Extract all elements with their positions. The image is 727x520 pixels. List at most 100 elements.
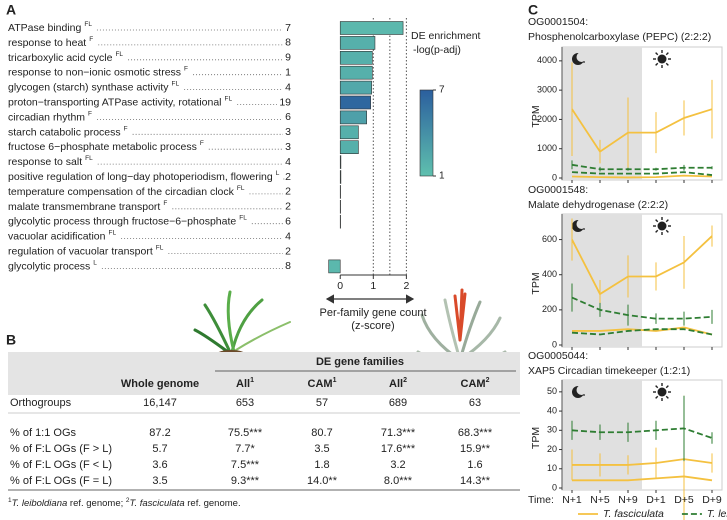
go-term-label: positive regulation of long−day photoper… bbox=[8, 170, 280, 183]
plant-left bbox=[193, 290, 291, 358]
table-cell: 75.5*** bbox=[228, 427, 263, 439]
go-term-source: FL bbox=[115, 51, 123, 58]
y-tick-label: 30 bbox=[547, 425, 557, 435]
go-term-source: F bbox=[200, 140, 204, 147]
sun-ray bbox=[655, 395, 659, 399]
table-cell: 7.5*** bbox=[231, 459, 260, 471]
y-tick-label: 200 bbox=[542, 304, 557, 314]
column-header-text: CAM bbox=[461, 378, 486, 390]
night-shading bbox=[562, 380, 642, 490]
table-cell: 68.3*** bbox=[458, 427, 493, 439]
go-term-source: FL bbox=[239, 214, 247, 221]
go-term-name: ATPase binding bbox=[8, 22, 82, 34]
column-header-text: CAM bbox=[308, 378, 333, 390]
go-term-source: FL bbox=[171, 80, 179, 87]
go-term-name: regulation of vacuolar transport bbox=[8, 245, 153, 257]
bar bbox=[339, 125, 359, 140]
go-term-label: starch catabolic process F bbox=[8, 125, 128, 138]
gene-count: 8 bbox=[285, 37, 291, 49]
colorbar-title: DE enrichment bbox=[411, 30, 481, 42]
y-tick-label: 10 bbox=[547, 463, 557, 473]
go-term-name: response to non−ionic osmotic stress bbox=[8, 66, 181, 78]
gene-count: 3 bbox=[285, 126, 291, 138]
x-tick-label: 1 bbox=[370, 280, 376, 292]
bar bbox=[339, 80, 372, 95]
go-term-source: F bbox=[88, 110, 92, 117]
gene-count: 6 bbox=[285, 215, 291, 227]
panel-label: C bbox=[528, 2, 538, 18]
go-term-name: malate transmembrane transport bbox=[8, 201, 160, 213]
night-icon bbox=[572, 52, 587, 65]
go-term-label: fructose 6−phosphate metabolic process F bbox=[8, 140, 204, 153]
gene-count: 4 bbox=[285, 156, 291, 168]
table-cell: 8.0*** bbox=[384, 475, 413, 487]
footnote-part: ref. genome; bbox=[67, 498, 126, 509]
y-axis-label: TPM bbox=[530, 272, 542, 294]
series-line bbox=[571, 328, 713, 336]
series-line bbox=[571, 427, 713, 439]
series-line bbox=[571, 108, 713, 153]
row-label: Orthogroups bbox=[10, 397, 72, 409]
go-term-source: FL bbox=[84, 21, 92, 28]
x-axis-label: Per-family gene count (z-score) bbox=[319, 307, 427, 332]
go-term-label: response to non−ionic osmotic stress F bbox=[8, 65, 188, 78]
chart-subtitle: Malate dehydrogenase (2:2:2) bbox=[528, 199, 668, 211]
group-header: DE gene families bbox=[316, 356, 404, 368]
sun-ray bbox=[655, 52, 659, 56]
column-header-text: All bbox=[389, 378, 403, 390]
night-icon bbox=[572, 385, 587, 398]
column-header: All2 bbox=[389, 377, 407, 390]
moon-cut bbox=[576, 385, 587, 395]
go-term-name: response to heat bbox=[8, 37, 86, 49]
go-term-source: L bbox=[93, 259, 97, 266]
go-term-source: F bbox=[184, 65, 188, 72]
go-term-source: FL bbox=[156, 244, 164, 251]
table-cell: 3.5 bbox=[152, 475, 167, 487]
x-tick-label: D+5 bbox=[674, 494, 694, 506]
bar bbox=[339, 95, 371, 110]
go-term-label: tricarboxylic acid cycle FL bbox=[8, 51, 123, 64]
column-header: All1 bbox=[236, 377, 254, 390]
footnote: 1T. leiboldiana ref. genome; 2T. fascicu… bbox=[8, 497, 241, 509]
table-cell: 1.8 bbox=[314, 459, 329, 471]
footnote-part: T. leiboldiana bbox=[12, 498, 68, 509]
table-cell: 71.3*** bbox=[381, 427, 416, 439]
bar bbox=[328, 259, 341, 274]
y-tick-label: 3000 bbox=[537, 85, 557, 95]
go-term-source: F bbox=[89, 36, 93, 43]
gene-count: 2 bbox=[285, 245, 291, 257]
go-term-name: response to salt bbox=[8, 156, 82, 168]
y-tick-label: 600 bbox=[542, 234, 557, 244]
bar bbox=[339, 140, 359, 154]
table-cell: 57 bbox=[316, 397, 328, 409]
footnote-part: 2 bbox=[126, 497, 130, 504]
go-term-label: vacuolar acidification FL bbox=[8, 229, 116, 242]
y-tick-label: 2000 bbox=[537, 114, 557, 124]
column-header-sup: 2 bbox=[486, 377, 490, 384]
sun bbox=[657, 54, 667, 64]
series-line bbox=[571, 235, 713, 296]
table-cell: 3.5 bbox=[314, 443, 329, 455]
bar bbox=[339, 36, 376, 50]
star bbox=[583, 61, 585, 63]
table-cell: 17.6*** bbox=[381, 443, 416, 455]
series-line bbox=[571, 174, 713, 179]
table-cell: 16,147 bbox=[143, 397, 177, 409]
day-icon bbox=[653, 217, 671, 235]
gene-count: 9 bbox=[285, 52, 291, 64]
day-icon bbox=[653, 50, 671, 68]
go-term-label: regulation of vacuolar transport FL bbox=[8, 244, 164, 257]
night-shading bbox=[562, 214, 642, 347]
x-tick-label: N+1 bbox=[562, 494, 582, 506]
go-term-label: response to salt FL bbox=[8, 155, 93, 168]
x-axis-label: Time: bbox=[528, 494, 554, 506]
go-term-label: proton−transporting ATPase activity, rot… bbox=[8, 95, 233, 108]
table-cell: 15.9** bbox=[460, 443, 491, 455]
y-axis-label: TPM bbox=[530, 105, 542, 127]
moon-cut bbox=[576, 52, 587, 62]
y-tick-label: 0 bbox=[552, 482, 557, 492]
go-term-source: FL bbox=[237, 185, 245, 192]
table-cell: 653 bbox=[236, 397, 254, 409]
